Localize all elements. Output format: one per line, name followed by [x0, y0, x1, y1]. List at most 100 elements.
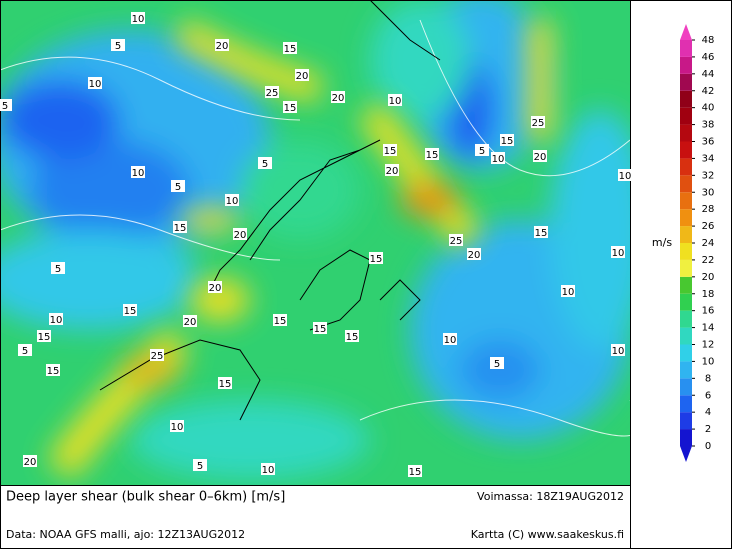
contour-label: 25: [532, 118, 545, 129]
contour-label-bg: [611, 344, 625, 356]
contour-label: 20: [209, 283, 222, 294]
map-field: [0, 0, 630, 485]
contour-label-bg: [331, 91, 345, 103]
contour-label: 10: [492, 154, 505, 165]
colorbar-swatch: [680, 107, 692, 125]
contour-label: 10: [89, 79, 102, 90]
contour-label-bg: [193, 459, 207, 471]
colorbar-unit: m/s: [652, 236, 672, 249]
contour-label: 20: [296, 71, 309, 82]
contour-label-bg: [208, 281, 222, 293]
contour-label-bg: [18, 344, 32, 356]
contour-label-bg: [273, 314, 287, 326]
colorbar-label: 0: [705, 441, 711, 452]
contour-label: 5: [479, 146, 485, 157]
colorbar-label: 20: [702, 272, 715, 283]
colorbar-label: 48: [702, 35, 715, 46]
colorbar-label: 38: [702, 120, 715, 131]
contour-label: 15: [124, 306, 137, 317]
colorbar-swatch: [680, 56, 692, 74]
colorbar-label: 12: [702, 340, 715, 351]
colorbar-swatch: [680, 344, 692, 362]
colorbar-swatch: [680, 90, 692, 108]
contour-label-bg: [500, 134, 514, 146]
contour-label-bg: [0, 99, 12, 111]
contour-label-bg: [283, 101, 297, 113]
contour-label: 15: [409, 467, 422, 478]
colorbar-swatch: [680, 276, 692, 294]
contour-label: 10: [132, 14, 145, 25]
contour-label-bg: [295, 69, 309, 81]
contour-label-bg: [37, 330, 51, 342]
contour-label: 10: [262, 465, 275, 476]
contour-label: 5: [494, 359, 500, 370]
contour-label: 15: [370, 254, 383, 265]
contour-label-bg: [425, 148, 439, 160]
contour-label: 10: [612, 346, 625, 357]
colorbar-swatch: [680, 175, 692, 193]
contour-label-bg: [611, 246, 625, 258]
contour-label-bg: [131, 12, 145, 24]
contour-label: 15: [314, 324, 327, 335]
contour-label-bg: [561, 285, 575, 297]
colorbar-swatch: [680, 158, 692, 176]
contour-label: 20: [184, 317, 197, 328]
colorbar-label: 6: [705, 390, 711, 401]
valid-time: Voimassa: 18Z19AUG2012: [477, 490, 624, 503]
colorbar-label: 40: [702, 103, 715, 114]
contour-label: 15: [535, 228, 548, 239]
contour-label: 5: [175, 182, 181, 193]
contour-label-bg: [173, 221, 187, 233]
contour-label: 20: [216, 41, 229, 52]
contour-label: 15: [384, 146, 397, 157]
contour-label-bg: [123, 304, 137, 316]
contour-label-bg: [183, 315, 197, 327]
contour-label: 10: [226, 196, 239, 207]
contour-label: 15: [284, 103, 297, 114]
contour-label-bg: [490, 357, 504, 369]
contour-label-bg: [150, 349, 164, 361]
colorbar-label: 24: [702, 238, 715, 249]
colorbar-swatch: [680, 226, 692, 243]
contour-label-bg: [111, 39, 125, 51]
colorbar-swatch: [680, 209, 692, 227]
contour-label-bg: [533, 150, 547, 162]
colorbar-label: 42: [702, 86, 715, 97]
colorbar-swatch: [680, 429, 692, 446]
contour-label: 20: [534, 152, 547, 163]
colorbar-label: 30: [702, 187, 715, 198]
colorbar-label: 2: [705, 424, 711, 435]
contour-label: 20: [24, 457, 37, 468]
colorbar-swatch: [680, 395, 692, 413]
contour-label-bg: [385, 164, 399, 176]
contour-label: 10: [132, 168, 145, 179]
colorbar-label: 16: [702, 306, 715, 317]
contour-label: 15: [38, 332, 51, 343]
contour-label: 5: [115, 41, 121, 52]
contour-label-bg: [265, 86, 279, 98]
contour-label-bg: [258, 157, 272, 169]
contour-label-bg: [618, 169, 632, 181]
contour-label-bg: [467, 248, 481, 260]
contour-label: 20: [234, 230, 247, 241]
contour-label: 5: [262, 159, 268, 170]
contours: [0, 19, 630, 437]
contour-label: 10: [612, 248, 625, 259]
contour-label: 5: [2, 101, 8, 112]
colorbar-swatch: [680, 73, 692, 91]
contour-label-bg: [218, 377, 232, 389]
contour-label-bg: [443, 333, 457, 345]
colorbar-swatch: [680, 243, 692, 260]
colorbar-swatch: [680, 327, 692, 345]
contour-label-bg: [51, 262, 65, 274]
contour-label-bg: [449, 234, 463, 246]
contour-label: 15: [219, 379, 232, 390]
contour-label: 25: [151, 351, 164, 362]
contour-label-bg: [170, 420, 184, 432]
contour-label-bg: [46, 364, 60, 376]
contour-label: 10: [619, 171, 632, 182]
contour-label: 15: [284, 44, 297, 55]
colorbar-swatch: [680, 293, 692, 311]
colorbar-label: 36: [702, 137, 715, 148]
